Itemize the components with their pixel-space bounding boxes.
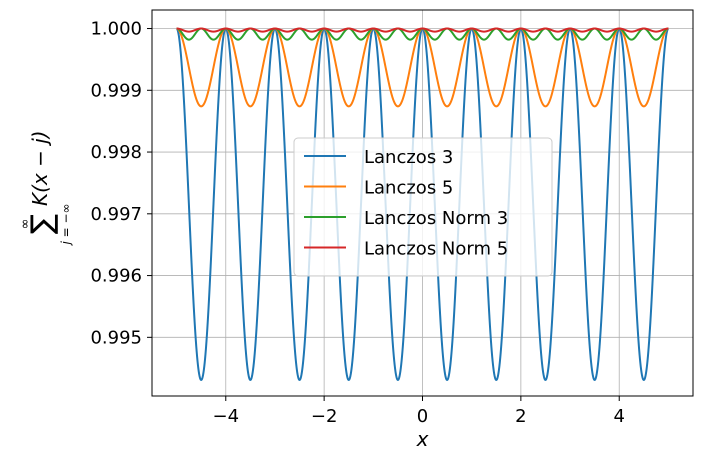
y-tick-label: 1.000 <box>90 19 142 40</box>
series-line-4 <box>175 27 670 33</box>
legend-entry: Lanczos 3 <box>364 147 453 168</box>
y-axis-label-lower-limit: j = −∞ <box>59 203 73 246</box>
y-tick-label: 0.998 <box>90 142 142 163</box>
y-axis-label-expression: K(x − j) <box>28 130 52 206</box>
x-tick-label: 2 <box>515 406 526 427</box>
x-tick-label: 4 <box>614 406 625 427</box>
y-tick-label: 0.999 <box>90 80 142 101</box>
y-axis-label-sum: ∑ <box>25 214 60 234</box>
series-layer <box>175 27 670 381</box>
y-axis-label: ∑ ∞ j = −∞ K(x − j) <box>18 130 73 246</box>
y-tick-label: 0.997 <box>90 204 142 225</box>
legend-box <box>293 137 553 277</box>
y-tick-label: 0.995 <box>90 327 142 348</box>
x-axis-label: x <box>416 427 429 451</box>
legend: Lanczos 3 Lanczos 5 Lanczos Norm 3 Lanczos … <box>293 137 553 277</box>
ticks: −4 −2 0 2 4 0.995 0.996 0.997 0.998 0.999 1.000 <box>90 19 624 427</box>
x-tick-label: −2 <box>311 406 338 427</box>
legend-entry: Lanczos Norm 3 <box>364 208 508 229</box>
legend-entry: Lanczos 5 <box>364 178 453 199</box>
y-axis-label-upper-limit: ∞ <box>18 219 33 230</box>
x-tick-label: 0 <box>417 406 428 427</box>
y-tick-label: 0.996 <box>90 266 142 287</box>
legend-entry: Lanczos Norm 5 <box>364 239 508 260</box>
x-tick-label: −4 <box>212 406 239 427</box>
